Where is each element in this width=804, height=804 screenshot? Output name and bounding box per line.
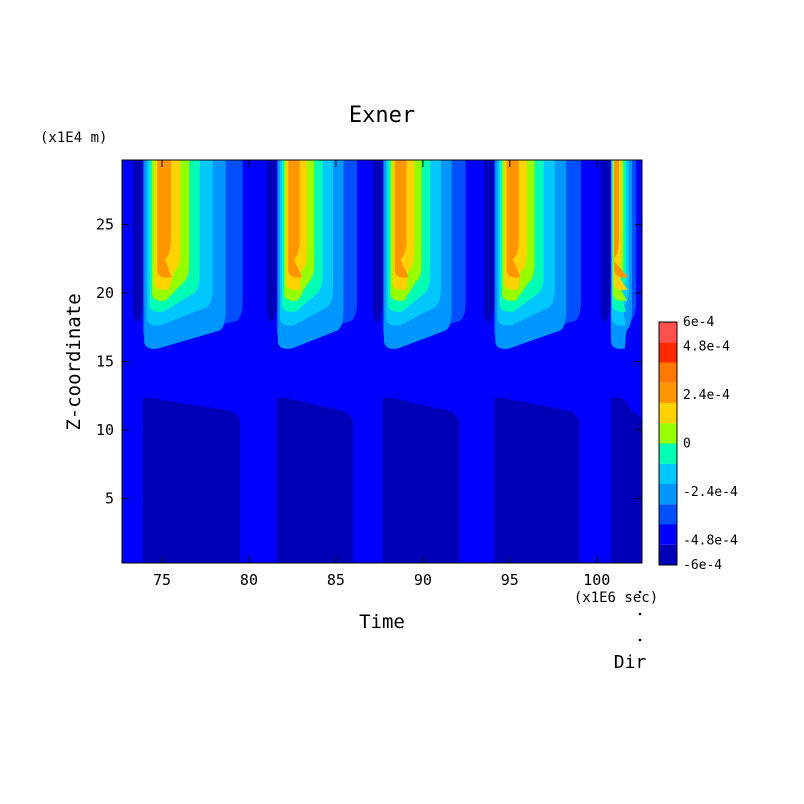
x-tick-label: 85: [327, 571, 345, 589]
colorbar-swatch: [659, 484, 677, 505]
y-axis-title: Z-coordinate: [63, 293, 85, 430]
colorbar-tick-label: 2.4e-4: [683, 388, 730, 403]
colorbar-tick-label: -6e-4: [683, 558, 722, 573]
cycle-2: [266, 160, 358, 563]
colorbar-tick-label: 6e-4: [683, 315, 714, 330]
colorbar: 6e-4 4.8e-4 2.4e-4 0 -2.4e-4 -4.8e-4 -6e-4: [658, 315, 738, 573]
low-pressure-region: [610, 397, 642, 563]
band-edge: [382, 375, 460, 380]
colorbar-tick-label: 0: [683, 437, 691, 452]
y-tick-label: 20: [96, 284, 114, 302]
x-axis: 75 80 85 90 95 100: [153, 160, 610, 589]
colorbar-swatch: [659, 524, 677, 545]
dark-spike: [266, 160, 277, 323]
y-tick-label: 10: [96, 421, 114, 439]
colorbar-swatch: [659, 322, 677, 343]
colorbar-swatch: [659, 544, 677, 565]
band-edge: [494, 375, 580, 380]
low-pressure-region: [142, 397, 241, 563]
y-tick-label: 5: [105, 490, 114, 508]
dir-label: Dir: [614, 652, 647, 673]
chart-title: Exner: [349, 103, 415, 128]
cycle-1: [132, 160, 243, 563]
x-tick-label: 90: [414, 571, 432, 589]
contour-level-8: [506, 160, 521, 278]
dir-dot: [638, 612, 642, 616]
colorbar-frame: [658, 321, 678, 566]
dark-spike: [600, 160, 611, 323]
dir-dot: [638, 590, 642, 594]
colorbar-swatch: [659, 443, 677, 464]
low-pressure-region: [494, 397, 580, 563]
contour-level-8: [612, 160, 629, 278]
low-pressure-region: [382, 397, 460, 563]
x-tick-label: 95: [501, 571, 519, 589]
cycle-3: [372, 160, 466, 563]
dark-spike: [372, 160, 383, 323]
colorbar-swatch: [659, 342, 677, 363]
x-tick-label: 100: [583, 571, 610, 589]
x-tick-label: 75: [153, 571, 171, 589]
colorbar-swatch: [659, 362, 677, 383]
contour-level-8: [288, 160, 303, 278]
cycle-5: [600, 160, 642, 563]
band-edge: [610, 375, 642, 380]
cycle-4: [484, 160, 581, 563]
x-tick-label: 80: [240, 571, 258, 589]
contour-level-8: [394, 160, 409, 278]
y-axis: 5 10 15 20 25: [96, 215, 642, 508]
dir-dot: [638, 638, 642, 642]
dir-marker: Dir: [614, 590, 647, 673]
x-unit-label: (x1E6 sec): [574, 590, 658, 606]
x-axis-title: Time: [359, 611, 405, 633]
dark-spike: [132, 160, 143, 323]
colorbar-swatch: [659, 403, 677, 424]
band-edge: [276, 375, 354, 380]
band-edge: [142, 375, 241, 380]
colorbar-tick-label: 4.8e-4: [683, 339, 730, 354]
dark-spike: [484, 160, 495, 323]
colorbar-swatch: [659, 382, 677, 403]
plot-area: [122, 160, 642, 563]
y-tick-label: 15: [96, 353, 114, 371]
colorbar-tick-label: -4.8e-4: [683, 534, 738, 549]
colorbar-tick-label: -2.4e-4: [683, 485, 738, 500]
colorbar-swatch: [659, 504, 677, 525]
low-pressure-region: [276, 397, 354, 563]
colorbar-swatch: [659, 463, 677, 484]
contour-level-8: [157, 160, 172, 278]
y-unit-label: (x1E4 m): [40, 130, 107, 146]
colorbar-swatch: [659, 423, 677, 444]
y-tick-label: 25: [96, 215, 114, 233]
